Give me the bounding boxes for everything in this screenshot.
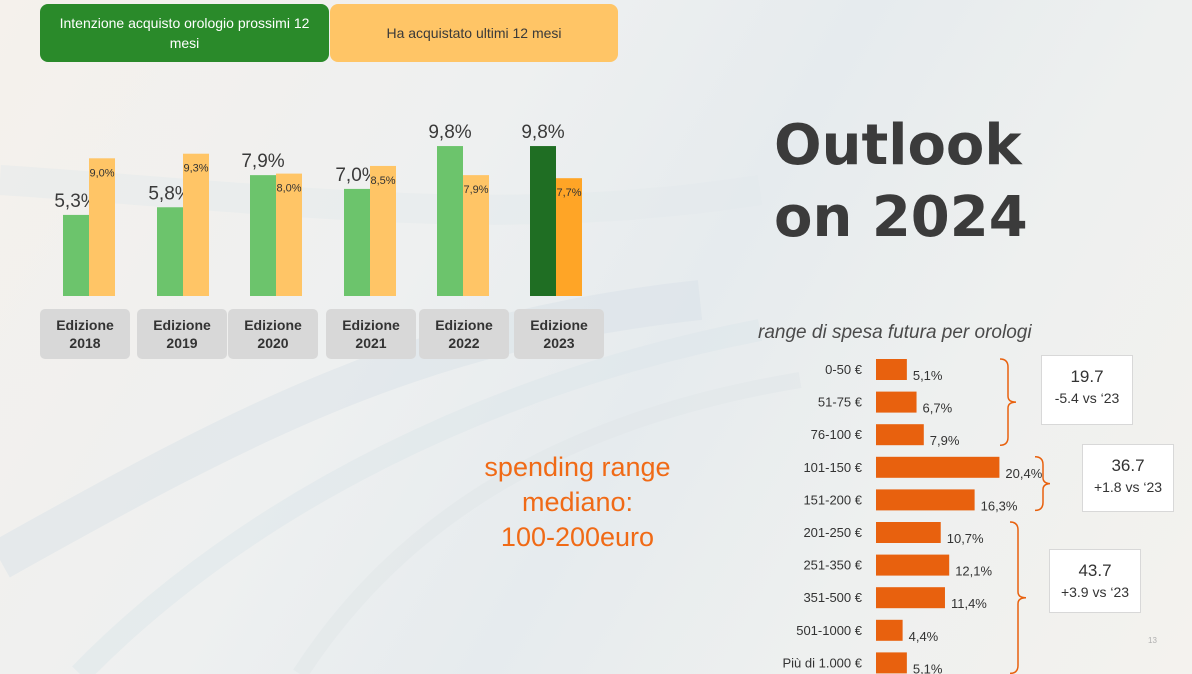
intention-bar-label: 5,8% [148,183,191,204]
group-delta: +1.8 vs ‘23 [1093,479,1163,495]
spending-range-chart: 0-50 € 5,1% 51-75 € 6,7% 76-100 € 7,9% 101-150… [782,358,1050,674]
group-value: 43.7 [1078,561,1112,580]
purchased-bar-label: 9,0% [89,167,114,179]
legend-intention-label: Intenzione acquisto orologio prossimi 12… [59,15,310,51]
edition-tab-label: Edizione [153,317,211,333]
intention-bar-label: 7,9% [241,151,284,172]
range-bar [876,391,917,413]
legend-purchased-label: Ha acquistato ultimi 12 mesi [386,25,562,41]
group-bracket [1009,521,1027,674]
purchased-bar-label: 7,9% [463,184,488,196]
group-bracket [1034,456,1050,512]
edition-tab-2021: Edizione 2021 [326,309,416,359]
range-bar [876,456,1000,478]
intention-bar [250,175,276,296]
page-title-line2: on 2024 [774,185,1028,250]
range-bar-label: 16,3% [981,498,1018,513]
edition-tab-2023: Edizione 2023 [514,309,604,359]
edition-bar-chart: 5,3% 5,8% 7,9% 7,0% 9,8% 9,8% 9,0% 9,3% 8,0% 8,5%… [54,122,582,296]
purchased-bar [556,178,582,296]
edition-tab-2019: Edizione 2019 [137,309,227,359]
edition-tab-year: 2022 [448,335,480,351]
edition-tab-2018: Edizione 2018 [40,309,130,359]
legend-purchased: Ha acquistato ultimi 12 mesi [330,4,618,62]
intention-bar [157,207,183,296]
group-value: 36.7 [1111,456,1145,475]
intention-bar-label: 9,8% [521,122,564,143]
purchased-bar-label: 8,5% [370,175,395,187]
purchased-bar [183,153,209,296]
spending-line3: 100-200euro [500,522,655,552]
edition-tab-year: 2021 [355,335,387,351]
range-category-label: 101-150 € [803,460,862,475]
intention-bar [530,146,556,296]
edition-tab-label: Edizione [244,317,302,333]
purchased-bar [370,165,396,296]
group-box-high: 43.7 +3.9 vs ‘23 [1049,549,1141,613]
spending-line2: mediano: [521,487,634,517]
range-category-label: 151-200 € [803,492,862,507]
group-box-mid: 36.7 +1.8 vs ‘23 [1082,444,1174,512]
edition-tab-2022: Edizione 2022 [419,309,509,359]
intention-bar [63,214,89,296]
group-delta: -5.4 vs ‘23 [1054,390,1120,406]
range-bar [876,554,950,576]
spending-line1: spending range [484,452,671,482]
group-box-low: 19.7 -5.4 vs ‘23 [1041,355,1133,425]
range-category-label: 51-75 € [818,395,863,410]
edition-tab-year: 2023 [543,335,575,351]
spending-range-note: spending range mediano: 100-200euro [470,450,685,555]
range-bar [876,522,941,543]
group-delta: +3.9 vs ‘23 [1060,584,1130,600]
purchased-bar-label: 9,3% [183,163,208,175]
page-title: Outlook on 2024 [774,110,1074,254]
range-bar [876,424,924,446]
intention-bar-label: 7,0% [335,165,378,186]
range-bar [876,652,907,674]
group-bracket [999,358,1017,446]
range-bar-label: 7,9% [930,433,960,448]
edition-tab-label: Edizione [530,317,588,333]
range-bar-label: 4,4% [909,629,939,644]
range-bar [876,359,907,380]
intention-bar-label: 9,8% [428,122,471,143]
range-category-label: 76-100 € [811,427,863,442]
range-category-label: 501-1000 € [796,623,863,638]
page-number: 13 [1148,636,1157,645]
range-bar-label: 6,7% [923,401,953,416]
edition-tab-label: Edizione [56,317,114,333]
range-bar [876,587,945,609]
range-category-label: 251-350 € [803,558,862,573]
range-category-label: 0-50 € [825,362,863,377]
intention-bar-label: 5,3% [54,191,97,212]
purchased-bar [89,158,115,296]
range-chart-title: range di spesa futura per orologi [758,322,1032,343]
range-bar-label: 5,1% [913,661,943,674]
edition-tab-label: Edizione [435,317,493,333]
range-bar-label: 11,4% [951,596,987,611]
range-bar-label: 5,1% [913,368,943,383]
range-bar-label: 12,1% [955,564,992,579]
intention-bar [344,188,370,296]
edition-tab-label: Edizione [342,317,400,333]
edition-tab-2020: Edizione 2020 [228,309,318,359]
purchased-bar-label: 8,0% [276,183,301,195]
range-bar [876,489,975,511]
range-category-label: 351-500 € [803,590,862,605]
edition-tab-year: 2018 [69,335,101,351]
range-bar-label: 20,4% [1005,466,1042,481]
legend-intention: Intenzione acquisto orologio prossimi 12… [40,4,329,62]
range-bar-label: 10,7% [947,531,984,546]
purchased-bar [276,173,302,296]
range-category-label: 201-250 € [803,525,862,540]
group-value: 19.7 [1070,367,1104,386]
page-title-line1: Outlook [774,113,1022,178]
range-bar [876,619,903,641]
edition-tab-year: 2019 [166,335,198,351]
intention-bar [437,146,463,296]
edition-tab-year: 2020 [257,335,289,351]
purchased-bar-label: 7,7% [556,187,581,199]
purchased-bar [463,175,489,296]
range-category-label: Più di 1.000 € [782,655,862,670]
